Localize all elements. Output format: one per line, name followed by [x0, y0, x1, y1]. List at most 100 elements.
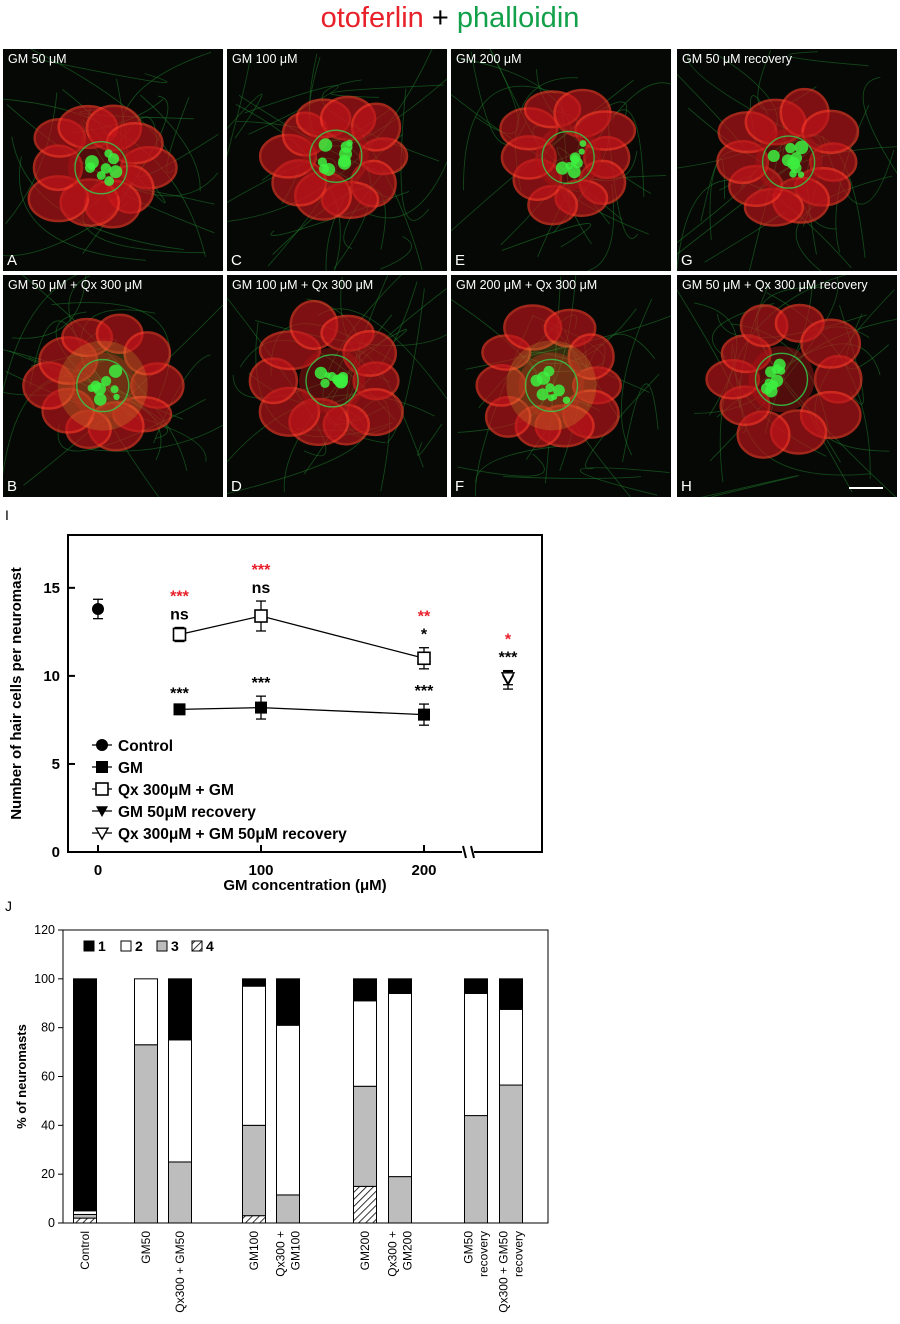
legend-item: 2: [120, 938, 143, 954]
bundle-ring: [754, 352, 809, 406]
phalloidin-fiber: [368, 160, 447, 219]
panel-letter: F: [455, 478, 465, 495]
hair-bundle: [108, 364, 123, 378]
category-label: Control: [78, 1231, 92, 1270]
hair-cell-cluster: [302, 123, 369, 190]
phalloidin-fiber: [620, 298, 653, 456]
stacked-bar: [73, 978, 97, 1224]
data-point: [95, 782, 109, 796]
bundle-ring: [541, 130, 595, 185]
category-label: Qx300 + GM50: [497, 1231, 511, 1313]
micrograph-image: [3, 275, 223, 497]
hair-bundle: [320, 378, 330, 388]
phalloidin-fiber: [227, 58, 251, 158]
hair-bundle: [104, 176, 115, 187]
micrograph-panel-b: GM 50 μM + Qx 300 μM B: [3, 275, 223, 497]
scale-bar: [849, 487, 883, 489]
bar-segment-1: [73, 978, 97, 1212]
phalloidin-fiber: [3, 275, 78, 393]
panel-condition-label: GM 200 μM + Qx 300 μM: [456, 278, 598, 292]
phalloidin-fiber: [700, 475, 799, 497]
legend-label: 4: [206, 938, 214, 954]
phalloidin-fiber: [462, 85, 557, 191]
bundle-ring: [74, 141, 128, 195]
phalloidin-fiber: [19, 156, 146, 261]
bar-segment-1: [499, 978, 523, 1010]
hair-bundle: [333, 376, 342, 386]
hair-bundle: [104, 149, 113, 158]
hair-cell-cluster: [535, 124, 602, 191]
hair-bundle: [536, 388, 549, 401]
title-phalloidin: phalloidin: [456, 2, 580, 34]
y-tick-label: 100: [34, 972, 55, 986]
hair-bundle: [96, 170, 106, 180]
panel-letter: B: [7, 478, 18, 495]
y-tick-label: 5: [52, 756, 60, 773]
phalloidin-fiber: [140, 94, 201, 192]
legend-item: 4: [191, 938, 214, 954]
bundle-ring: [76, 358, 130, 413]
data-point: [500, 672, 516, 686]
phalloidin-fiber: [788, 51, 869, 67]
hair-bundle: [100, 163, 112, 174]
bundle-ring: [305, 354, 359, 408]
axis-break-mark: [462, 845, 467, 859]
micrograph-panel-f: GM 200 μM + Qx 300 μM F: [451, 275, 671, 497]
hair-bundle: [578, 148, 585, 155]
category-label: GM100: [247, 1231, 261, 1271]
phalloidin-fiber: [244, 85, 339, 135]
bar-segment-3: [168, 1161, 192, 1224]
hair-bundle: [797, 171, 805, 178]
legend-label: Qx 300μM + GM 50μM recovery: [118, 826, 347, 843]
bar-segment-2: [73, 1210, 97, 1215]
series-qx-300-m-gm-50-m-recovery: ****: [499, 632, 518, 686]
hair-bundle: [94, 393, 107, 406]
figure-title: otoferlin + phalloidin: [0, 0, 900, 44]
hair-bundle: [113, 393, 120, 401]
bar-segment-2: [353, 1000, 377, 1087]
phalloidin-fiber: [386, 288, 425, 444]
micrograph-image: [677, 275, 897, 497]
panel-condition-label: GM 200 μM: [456, 52, 522, 66]
legend-swatch: [120, 940, 132, 952]
bundle-ring: [761, 135, 816, 189]
bundle-ring: [309, 129, 363, 183]
phalloidin-fiber: [227, 93, 263, 139]
phalloidin-fiber: [585, 373, 660, 470]
significance-label: ***: [499, 650, 518, 667]
panel-condition-label: GM 50 μM recovery: [682, 52, 793, 66]
data-point: [417, 651, 431, 666]
hair-bundle: [794, 140, 809, 155]
legend-item: GM: [92, 760, 143, 777]
micrograph-panel-a: GM 50 μM A: [3, 49, 223, 271]
hair-bundle: [337, 156, 352, 170]
hair-bundle: [346, 139, 353, 147]
significance-label: ns: [170, 606, 189, 623]
hair-bundle: [101, 376, 112, 387]
y-tick-label: 10: [43, 668, 60, 685]
phalloidin-fiber: [622, 383, 659, 463]
panel-letter: A: [7, 252, 18, 269]
y-tick-label: 20: [41, 1167, 55, 1181]
panel-letter: D: [231, 478, 242, 495]
panel-letter: C: [231, 252, 242, 269]
hair-bundle: [570, 159, 578, 167]
category-label: GM200: [401, 1231, 415, 1271]
hair-cell: [342, 330, 398, 377]
phalloidin-fiber: [457, 453, 545, 477]
category-label: GM200: [358, 1231, 372, 1271]
legend-label: GM: [118, 760, 143, 777]
panel-condition-label: GM 50 μM: [8, 52, 67, 66]
hair-bundle: [764, 384, 778, 398]
panel-condition-label: GM 100 μM + Qx 300 μM: [232, 278, 374, 292]
panel-condition-label: GM 50 μM + Qx 300 μM recovery: [682, 278, 868, 292]
legend-label: 3: [171, 938, 179, 954]
micrograph-panel-d: GM 100 μM + Qx 300 μM D: [227, 275, 447, 497]
phalloidin-fiber: [380, 236, 412, 270]
significance-label-red: ***: [252, 562, 271, 579]
significance-label-red: ***: [170, 588, 189, 605]
panel-condition-label: GM 50 μM + Qx 300 μM: [8, 278, 143, 292]
bar-segment-4: [353, 1185, 377, 1224]
hair-bundle: [530, 374, 543, 387]
legend-label: Qx 300μM + GM: [118, 782, 234, 799]
